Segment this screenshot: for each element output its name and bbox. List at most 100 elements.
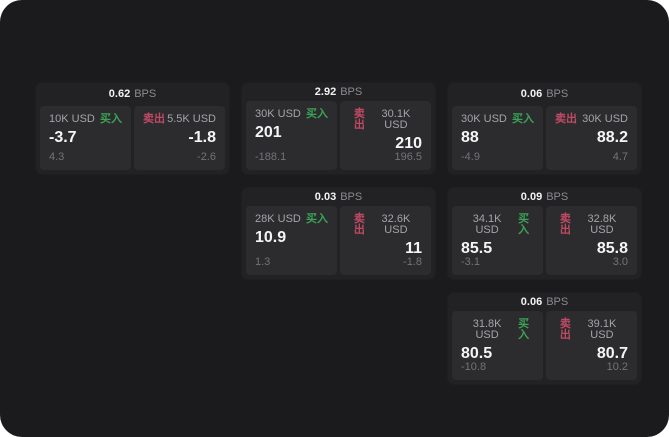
sell-panel-top: 卖出 32.6K USD [349,214,422,236]
quote-card: 0.06 BPS 31.8K USD 买入 80.5 -10.8 卖出 39.1… [448,293,641,384]
sell-price: 80.7 [596,345,628,362]
buy-quote-button[interactable]: 31.8K USD 买入 80.5 -10.8 [452,311,543,380]
sell-side-label: 卖出 [353,108,365,131]
sell-size-label: 32.6K USD [381,213,411,236]
sell-price: 11 [405,240,422,257]
sell-delta: 4.7 [612,151,628,163]
spread-unit-label: BPS [546,295,569,308]
sell-price: 85.8 [596,240,628,257]
buy-size-label: 34.1K USD [472,213,502,236]
buy-delta: -188.1 [255,151,287,163]
buy-delta: 1.3 [255,256,271,268]
buy-price: 10.9 [255,229,287,246]
buy-panel-top: 34.1K USD 买入 [461,214,534,236]
sell-panel-top: 卖出 5.5K USD [143,114,216,125]
sell-panel-top: 卖出 39.1K USD [555,319,628,341]
buy-delta: 4.3 [49,151,65,163]
spread-header: 0.06 BPS [448,293,641,311]
buy-price: -3.7 [49,129,77,146]
sell-size-label: 32.8K USD [587,213,617,236]
sell-side-label: 卖出 [559,318,571,341]
quote-panels: 28K USD 买入 10.9 1.3 卖出 32.6K USD 11 -1.8 [242,206,435,279]
spread-unit-label: BPS [546,88,569,100]
buy-delta: -3.1 [461,256,480,268]
buy-delta: -4.9 [461,151,480,163]
buy-price: 88 [461,129,479,146]
sell-panel-top: 卖出 32.8K USD [555,214,628,236]
sell-quote-button[interactable]: 卖出 5.5K USD -1.8 -2.6 [134,106,225,170]
spread-value: 0.62 [108,88,131,100]
sell-size-label: 30K USD [582,113,628,125]
spread-header: 0.62 BPS [36,83,229,106]
buy-quote-button[interactable]: 10K USD 买入 -3.7 4.3 [40,106,131,170]
sell-quote-button[interactable]: 卖出 30K USD 88.2 4.7 [546,106,637,170]
quote-card: 0.06 BPS 30K USD 买入 88 -4.9 卖出 30K USD 8… [448,83,641,174]
spread-unit-label: BPS [546,190,569,203]
sell-delta: -1.8 [403,256,422,268]
sell-side-label: 卖出 [555,113,577,125]
buy-side-label: 买入 [100,113,122,125]
buy-size-label: 30K USD [461,113,507,125]
spread-header: 0.09 BPS [448,188,641,206]
buy-panel-top: 28K USD 买入 [255,214,328,225]
quote-card: 2.92 BPS 30K USD 买入 201 -188.1 卖出 30.1K … [242,83,435,174]
buy-side-label: 买入 [512,113,534,125]
quote-card: 0.09 BPS 34.1K USD 买入 85.5 -3.1 卖出 32.8K… [448,188,641,279]
spread-value: 0.09 [520,190,543,203]
spread-unit-label: BPS [134,88,157,100]
buy-size-label: 31.8K USD [472,318,502,341]
buy-quote-button[interactable]: 34.1K USD 买入 85.5 -3.1 [452,206,543,275]
spread-header: 2.92 BPS [242,83,435,101]
spread-value: 0.03 [314,190,337,203]
buy-quote-button[interactable]: 30K USD 买入 201 -188.1 [246,101,337,170]
sell-size-label: 39.1K USD [587,318,617,341]
quote-panels: 31.8K USD 买入 80.5 -10.8 卖出 39.1K USD 80.… [448,311,641,384]
buy-quote-button[interactable]: 30K USD 买入 88 -4.9 [452,106,543,170]
spread-value: 0.06 [520,295,543,308]
sell-delta: 10.2 [606,361,628,373]
sell-quote-button[interactable]: 卖出 32.8K USD 85.8 3.0 [546,206,637,275]
buy-price: 85.5 [461,240,493,257]
buy-panel-top: 10K USD 买入 [49,114,122,125]
buy-panel-top: 30K USD 买入 [255,109,328,120]
quote-board: 0.62 BPS 10K USD 买入 -3.7 4.3 卖出 5.5K USD… [36,83,641,384]
quote-card: 0.62 BPS 10K USD 买入 -3.7 4.3 卖出 5.5K USD… [36,83,229,174]
buy-panel-top: 30K USD 买入 [461,114,534,125]
sell-quote-button[interactable]: 卖出 30.1K USD 210 196.5 [340,101,431,170]
sell-size-label: 5.5K USD [167,113,216,125]
buy-side-label: 买入 [306,108,328,120]
sell-side-label: 卖出 [353,213,365,236]
quote-panels: 30K USD 买入 88 -4.9 卖出 30K USD 88.2 4.7 [448,106,641,174]
sell-side-label: 卖出 [559,213,571,236]
buy-side-label: 买入 [518,213,530,236]
spread-header: 0.03 BPS [242,188,435,206]
sell-size-label: 30.1K USD [381,108,411,131]
quote-panels: 30K USD 买入 201 -188.1 卖出 30.1K USD 210 1… [242,101,435,174]
quote-panels: 34.1K USD 买入 85.5 -3.1 卖出 32.8K USD 85.8… [448,206,641,279]
spread-value: 0.06 [520,88,543,100]
spread-unit-label: BPS [340,190,363,203]
sell-quote-button[interactable]: 卖出 39.1K USD 80.7 10.2 [546,311,637,380]
quote-panels: 10K USD 买入 -3.7 4.3 卖出 5.5K USD -1.8 -2.… [36,106,229,174]
spread-unit-label: BPS [340,85,363,98]
sell-price: 210 [395,135,422,152]
sell-delta: 3.0 [612,256,628,268]
sell-quote-button[interactable]: 卖出 32.6K USD 11 -1.8 [340,206,431,275]
buy-side-label: 买入 [518,318,530,341]
buy-size-label: 28K USD [255,213,301,225]
buy-side-label: 买入 [306,213,328,225]
buy-quote-button[interactable]: 28K USD 买入 10.9 1.3 [246,206,337,275]
buy-size-label: 30K USD [255,108,301,120]
buy-price: 80.5 [461,345,493,362]
spread-value: 2.92 [314,85,337,98]
sell-panel-top: 卖出 30K USD [555,114,628,125]
sell-price: 88.2 [596,129,628,146]
buy-size-label: 10K USD [49,113,95,125]
sell-delta: 196.5 [394,151,422,163]
buy-panel-top: 31.8K USD 买入 [461,319,534,341]
sell-side-label: 卖出 [143,113,165,125]
sell-delta: -2.6 [197,151,216,163]
sell-panel-top: 卖出 30.1K USD [349,109,422,131]
spread-header: 0.06 BPS [448,83,641,106]
